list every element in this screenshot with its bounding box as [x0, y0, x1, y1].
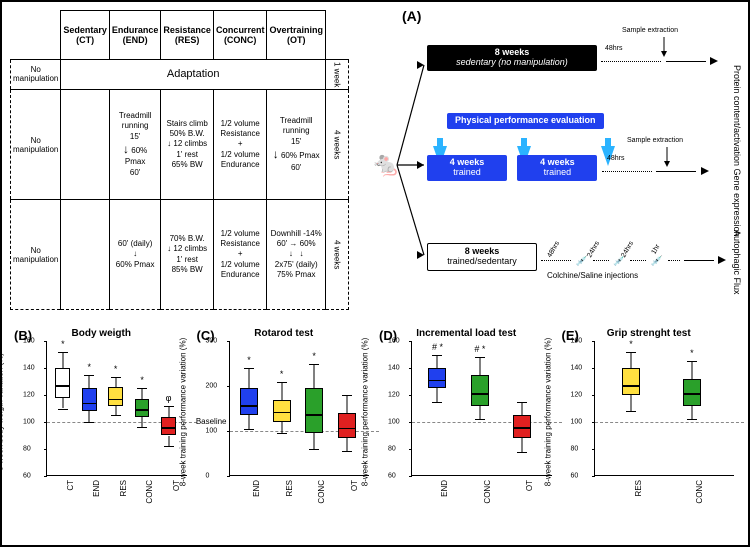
row2-side: 4 weeks: [325, 90, 348, 200]
row3-res: 70% B.W. ↓ 12 climbs 1' rest 85% BW: [161, 200, 214, 310]
box: [108, 387, 123, 406]
box: [55, 368, 70, 398]
syringe-icon: 💉: [651, 256, 663, 267]
box: [622, 368, 640, 395]
protocol-table: Sedentary(CT) Endurance(END) Resistance(…: [10, 10, 349, 310]
x-tick-label: RES: [119, 480, 128, 496]
x-tick-label: END: [440, 480, 449, 497]
chart-title: Grip strenght test: [560, 328, 739, 339]
arm3-bar: 8 weeks trained/sedentary: [427, 243, 537, 271]
chart-D: (D)Incremental load test6080100120140160…: [375, 326, 558, 526]
chart-area: 6080100120140160# *END# *CONCOT: [411, 341, 552, 476]
row2-ot: Treadmill running 15' ↓ 60% Pmax 60': [267, 90, 326, 200]
row2-conc: 1/2 volume Resistance + 1/2 volume Endur…: [213, 90, 267, 200]
x-tick-label: CONC: [317, 480, 326, 504]
x-tick-label: RES: [285, 480, 294, 496]
x-tick-label: CT: [66, 480, 75, 491]
x-tick-label: OT: [525, 480, 534, 491]
box: [240, 388, 258, 415]
box: [471, 375, 489, 406]
box: [428, 368, 446, 388]
figure: (A) Sedentary(CT) Endurance(END) Resista…: [0, 0, 750, 547]
row1-adapt: Adaptation: [61, 59, 326, 89]
chart-area: 6080100120140160*RES*CONC: [594, 341, 735, 476]
significance-mark: *: [280, 369, 284, 379]
hdr-end: Endurance(END): [109, 11, 161, 60]
significance-mark: *: [690, 348, 694, 358]
x-tick-label: RES: [634, 480, 643, 496]
significance-mark: *: [114, 364, 118, 374]
hdr-conc: Concurrent(CONC): [213, 11, 267, 60]
timeline-arm-3: 8 weeks trained/sedentary 💉 💉 💉 48hrs 24…: [427, 243, 750, 323]
significance-mark: *: [87, 362, 91, 372]
bottom-row: (B)Body weigth6080100120140160Baseline*C…: [10, 326, 740, 526]
significance-mark: *: [140, 375, 144, 385]
hdr-ct: Sedentary(CT): [61, 11, 110, 60]
row3-conc: 1/2 volume Resistance + 1/2 volume Endur…: [213, 200, 267, 310]
arrowhead-icon: [710, 57, 718, 65]
box: [305, 388, 323, 433]
chart-B: (B)Body weigth6080100120140160Baseline*C…: [10, 326, 193, 526]
box: [338, 413, 356, 438]
right-label-1: Protein content/activation Gene expressi…: [732, 65, 742, 237]
arm2-bar2: 4 weeks trained: [517, 155, 597, 181]
row2-end: Treadmill running 15' ↓ 60% Pmax 60': [109, 90, 161, 200]
box: [273, 400, 291, 423]
arm2-sample: Sample extraction: [627, 137, 683, 144]
row2-res: Stairs climb 50% B.W. ↓ 12 climbs 1' res…: [161, 90, 214, 200]
significance-mark: *: [61, 339, 65, 349]
x-tick-label: OT: [350, 480, 359, 491]
row1-side: 1 week: [325, 59, 348, 89]
right-label-2: Autophagic Flux: [732, 230, 742, 295]
chart-C: (C)Rotarod test0100200300*END*RES*CONCOT…: [193, 326, 376, 526]
arm1-sample: Sample extraction: [622, 27, 678, 34]
arrowhead-icon: [718, 256, 726, 264]
row3-end: 60' (daily) ↓ 60% Pmax: [109, 200, 161, 310]
box: [513, 415, 531, 438]
significance-mark: φ: [166, 393, 172, 403]
row3-left: No manipulation: [11, 200, 61, 310]
row1-left: No manipulation: [11, 59, 61, 89]
chart-E: (E)Grip strenght test6080100120140160*RE…: [558, 326, 741, 526]
chart-title: Rotarod test: [195, 328, 374, 339]
perf-eval: Physical performance evaluation: [447, 110, 604, 129]
chart-title: Body weigth: [12, 328, 191, 339]
arm1-bar: 8 weeks sedentary (no manipulation): [427, 45, 597, 71]
top-row: Sedentary(CT) Endurance(END) Resistance(…: [10, 10, 740, 320]
x-tick-label: CONC: [145, 480, 154, 504]
significance-mark: *: [312, 351, 316, 361]
chart-area: 0100200300*END*RES*CONCOT: [229, 341, 370, 476]
chart-title: Incremental load test: [377, 328, 556, 339]
x-tick-label: END: [252, 480, 261, 497]
chart-area: 6080100120140160Baseline*CT*END*RES*CONC…: [46, 341, 187, 476]
row2-left: No manipulation: [11, 90, 61, 200]
arm2-bar1: 4 weeks trained: [427, 155, 507, 181]
box: [135, 399, 150, 417]
significance-mark: # *: [432, 342, 443, 352]
box: [683, 379, 701, 406]
timeline: 🐁 8 weeks sedentary (no manipulation): [369, 10, 740, 310]
significance-mark: # *: [474, 344, 485, 354]
significance-mark: *: [247, 355, 251, 365]
significance-mark: *: [629, 339, 633, 349]
syringe-icon: 💉: [576, 256, 588, 267]
box: [82, 388, 97, 411]
x-tick-label: CONC: [695, 480, 704, 504]
row3-side: 4 weeks: [325, 200, 348, 310]
row3-ot: Downhill -14% 60' → 60% ↓ ↓ 2x75' (daily…: [267, 200, 326, 310]
box: [161, 417, 176, 436]
arm3-inject: Colchine/Saline injections: [547, 271, 638, 280]
x-tick-label: END: [92, 480, 101, 497]
timeline-arm-2: 4 weeks trained 4 weeks trained Sample e…: [427, 155, 750, 235]
x-tick-label: CONC: [483, 480, 492, 504]
hdr-res: Resistance(RES): [161, 11, 214, 60]
arrowhead-icon: [701, 167, 709, 175]
hdr-ot: Overtraining(OT): [267, 11, 326, 60]
